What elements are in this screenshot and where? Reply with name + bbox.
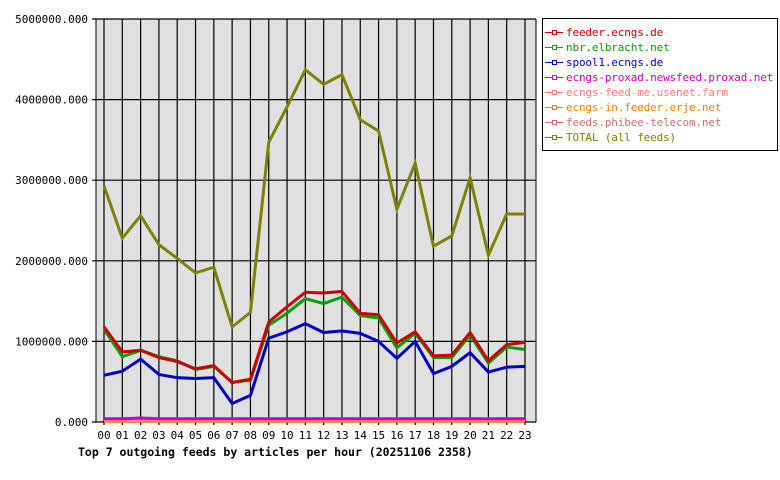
plot-area: [96, 19, 536, 422]
series-line: [104, 416, 525, 421]
x-tick-label: 19: [445, 429, 458, 442]
x-tick-label: 09: [262, 429, 275, 442]
x-tick-label: 17: [409, 429, 422, 442]
x-tick-label: 00: [97, 429, 110, 442]
legend-swatch: [545, 90, 563, 95]
legend-item: ecngs-proxad.newsfeed.proxad.net: [543, 70, 777, 85]
legend-item: spool1.ecngs.de: [543, 55, 777, 70]
x-tick-label: 11: [299, 429, 312, 442]
x-tick-label: 04: [171, 429, 185, 442]
legend-label: spool1.ecngs.de: [566, 56, 664, 69]
legend-item: nbr.elbracht.net: [543, 40, 777, 55]
x-tick-label: 03: [152, 429, 165, 442]
legend-label: feeds.phibee-telecom.net: [566, 116, 722, 129]
x-tick-label: 07: [226, 429, 239, 442]
legend-swatch: [545, 75, 563, 80]
x-tick-label: 14: [354, 429, 368, 442]
legend-label: ecngs-proxad.newsfeed.proxad.net: [566, 71, 774, 84]
x-tick-label: 06: [207, 429, 220, 442]
legend-swatch: [545, 45, 563, 50]
x-tick-label: 10: [280, 429, 293, 442]
legend: feeder.ecngs.de nbr.elbracht.net spool1.ec…: [542, 18, 778, 151]
legend-item: feeder.ecngs.de: [543, 25, 777, 40]
series-line: [102, 289, 526, 385]
x-tick-label: 05: [189, 429, 202, 442]
legend-item: ecngs-feed-me.usenet.farm: [543, 85, 777, 100]
y-tick-label: 0.000: [55, 416, 88, 429]
legend-label: ecngs-in.feeder.erje.net: [566, 101, 722, 114]
x-tick-label: 02: [134, 429, 147, 442]
x-tick-label: 23: [518, 429, 531, 442]
legend-swatch: [545, 135, 563, 140]
legend-swatch: [545, 105, 563, 110]
x-tick-label: 13: [335, 429, 348, 442]
legend-item: TOTAL (all feeds): [543, 130, 777, 145]
legend-item: feeds.phibee-telecom.net: [543, 115, 777, 130]
x-tick-label: 12: [317, 429, 330, 442]
legend-swatch: [545, 30, 563, 35]
y-tick-label: 1000000.000: [15, 335, 88, 348]
y-tick-label: 3000000.000: [15, 174, 88, 187]
legend-label: feeder.ecngs.de: [566, 26, 664, 39]
y-tick-label: 4000000.000: [15, 94, 88, 107]
x-tick-label: 15: [372, 429, 385, 442]
legend-label: nbr.elbracht.net: [566, 41, 670, 54]
legend-swatch: [545, 60, 563, 65]
y-tick-label: 2000000.000: [15, 255, 88, 268]
chart-title: Top 7 outgoing feeds by articles per hou…: [78, 445, 473, 459]
x-tick-label: 22: [500, 429, 513, 442]
x-tick-label: 01: [116, 429, 129, 442]
x-tick-label: 21: [482, 429, 495, 442]
x-tick-label: 16: [390, 429, 403, 442]
x-tick-label: 20: [463, 429, 476, 442]
series-line: [103, 322, 526, 406]
legend-item: ecngs-in.feeder.erje.net: [543, 100, 777, 115]
x-tick-label: 18: [427, 429, 440, 442]
x-tick-label: 08: [244, 429, 257, 442]
series-line: [102, 67, 525, 330]
line-chart: 00 01 02 03 04 05 06 07 08 09 10 11 12 13 14 15 16 17 18 19…: [15, 13, 537, 442]
y-tick-label: 5000000.000: [15, 13, 88, 26]
legend-label: TOTAL (all feeds): [566, 131, 677, 144]
legend-swatch: [545, 120, 563, 125]
legend-label: ecngs-feed-me.usenet.farm: [566, 86, 728, 99]
